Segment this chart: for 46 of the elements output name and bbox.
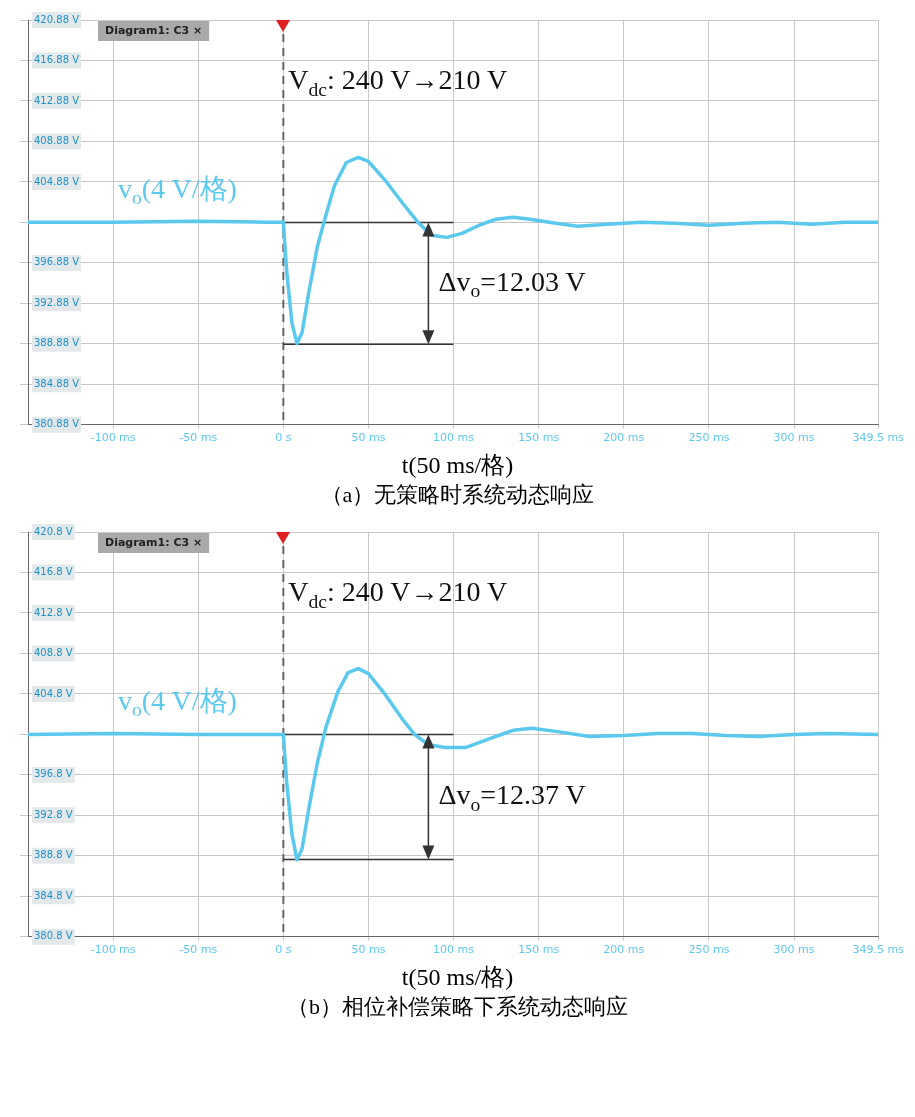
x-tick-label: -50 ms: [179, 431, 218, 445]
y-tick-label: 408.88 V: [34, 135, 80, 147]
y-tick-label: 384.8 V: [34, 889, 73, 901]
y-tick-label: 396.8 V: [34, 768, 73, 780]
y-tick-label: 388.8 V: [34, 849, 73, 861]
y-tick-label: 404.8 V: [34, 687, 73, 699]
x-tick-label: 300 ms: [773, 943, 815, 957]
y-tick-label: 420.8 V: [34, 525, 73, 537]
x-axis-title: t(50 ms/格): [400, 451, 515, 480]
annotation: Diagram1: C3 ×: [105, 23, 203, 37]
y-tick-label: 404.88 V: [34, 175, 80, 187]
text: （b）相位补偿策略下系统动态响应: [286, 993, 629, 1021]
x-tick-label: 200 ms: [603, 943, 645, 957]
y-tick-label: 416.8 V: [34, 566, 73, 578]
text: （a）无策略时系统动态响应: [319, 481, 596, 509]
x-tick-label: 250 ms: [688, 431, 730, 445]
y-tick-label: 392.8 V: [34, 808, 73, 820]
x-tick-label: -50 ms: [179, 943, 218, 957]
y-tick-label: 380.88 V: [34, 418, 80, 430]
x-tick-label: -100 ms: [90, 943, 136, 957]
y-tick-label: 388.88 V: [34, 337, 80, 349]
x-tick-label: 200 ms: [603, 431, 645, 445]
y-tick-label: 412.88 V: [34, 94, 80, 106]
annotation: Diagram1: C3 ×: [105, 535, 203, 549]
x-tick-label: 100 ms: [433, 943, 475, 957]
x-tick-label: 50 ms: [351, 943, 386, 957]
x-axis-title: t(50 ms/格): [400, 963, 515, 992]
y-tick-label: 412.8 V: [34, 606, 73, 618]
y-tick-label: 396.88 V: [34, 256, 80, 268]
x-tick-label: 100 ms: [433, 431, 475, 445]
x-tick-label: 349.5 ms: [852, 431, 905, 445]
x-tick-label: 150 ms: [518, 431, 560, 445]
x-tick-label: 349.5 ms: [852, 943, 905, 957]
x-tick-label: 150 ms: [518, 943, 560, 957]
x-tick-label: 0 s: [275, 431, 292, 445]
x-tick-label: -100 ms: [90, 431, 136, 445]
x-tick-label: 50 ms: [351, 431, 386, 445]
y-tick-label: 392.88 V: [34, 296, 80, 308]
y-tick-label: 408.8 V: [34, 647, 73, 659]
x-tick-label: 300 ms: [773, 431, 815, 445]
x-tick-label: 250 ms: [688, 943, 730, 957]
y-tick-label: 416.88 V: [34, 54, 80, 66]
y-tick-label: 420.88 V: [34, 13, 80, 25]
x-tick-label: 0 s: [275, 943, 292, 957]
y-tick-label: 380.8 V: [34, 930, 73, 942]
y-tick-label: 384.88 V: [34, 377, 80, 389]
